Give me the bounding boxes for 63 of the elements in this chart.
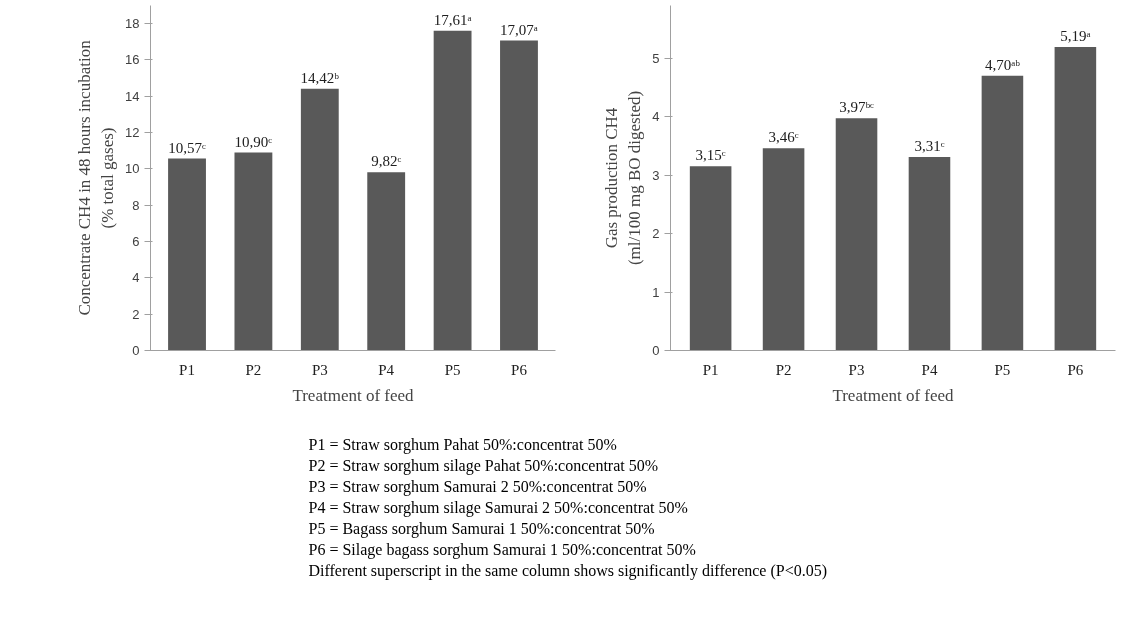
x-tick-label: P2 <box>775 361 792 378</box>
bar <box>168 158 206 351</box>
data-label: 10,57ᶜ <box>168 139 206 156</box>
text: P4 = Straw sorghum silage Samurai 2 50%:concentrat 50% <box>308 499 688 517</box>
x-tick-label: P4 <box>378 361 395 378</box>
y-tick-label: 3 <box>652 167 660 183</box>
bar <box>981 75 1024 351</box>
x-tick-label: P3 <box>848 361 865 378</box>
y-tick-label: 0 <box>652 343 660 358</box>
x-tick-label: P3 <box>311 361 328 378</box>
y-tick-label: 1 <box>652 284 660 300</box>
bar <box>234 152 273 351</box>
bar <box>689 166 732 351</box>
bar <box>367 172 406 351</box>
text: P3 = Straw sorghum Samurai 2 50%:concentrat 50% <box>308 478 647 496</box>
x-tick-label: P1 <box>179 361 195 378</box>
y-tick-label: 14 <box>125 88 140 104</box>
y-tick-label: 4 <box>132 270 140 286</box>
bar <box>1054 47 1097 351</box>
text: P1 = Straw sorghum Pahat 50%:concentrat 50% <box>308 436 617 454</box>
text: P2 = Straw sorghum silage Pahat 50%:concentrat 50% <box>308 457 659 475</box>
x-tick-label: P4 <box>921 361 938 378</box>
text: Different superscript in the same column shows significantly difference (P<0.05) <box>308 562 828 580</box>
data-label: 3,46ᶜ <box>768 129 799 146</box>
y-tick-label: 2 <box>652 226 660 242</box>
bar <box>433 30 472 351</box>
x-tick-label: P6 <box>1067 361 1084 378</box>
y-tick-label: 18 <box>125 16 140 32</box>
x-axis-title: Treatment of feed <box>832 385 955 405</box>
y-tick-label: 10 <box>125 161 140 177</box>
x-axis-title: Treatment of feed <box>292 385 415 405</box>
y-tick-label: 6 <box>132 234 140 250</box>
y-tick-label: 5 <box>652 50 660 66</box>
bar <box>300 88 339 351</box>
y-tick-label: 2 <box>132 306 140 322</box>
y-tick-label: 16 <box>125 52 140 68</box>
data-label: 4,70ᵃᵇ <box>984 56 1021 73</box>
data-label: 10,90ᶜ <box>234 133 273 150</box>
data-label: 17,07ᵃ <box>500 21 538 38</box>
data-label: 9,82ᶜ <box>371 153 402 170</box>
x-tick-label: P6 <box>511 361 528 378</box>
x-tick-label: P5 <box>994 361 1011 378</box>
data-label: 17,61ᵃ <box>433 11 472 28</box>
bar <box>835 118 878 351</box>
y-axis-title: Concentrate CH4 in 48 hours incubation (% total gases) <box>75 39 118 316</box>
x-tick-label: P1 <box>702 361 719 378</box>
y-tick-label: 8 <box>132 197 140 213</box>
data-label: 5,19ᵃ <box>1060 28 1091 45</box>
bar <box>908 156 951 351</box>
x-tick-label: P2 <box>245 361 262 378</box>
x-tick-label: P5 <box>444 361 461 378</box>
text: P6 = Silage bagass sorghum Samurai 1 50%:concentrat 50% <box>308 541 696 559</box>
y-tick-label: 12 <box>125 125 140 141</box>
data-label: 3,97ᵇᶜ <box>839 99 875 116</box>
bar <box>762 148 805 351</box>
data-label: 3,15ᶜ <box>695 147 726 164</box>
y-axis-title: Gas production CH4 (ml/100 mg BO digested) <box>602 90 645 266</box>
y-tick-label: 4 <box>652 109 660 125</box>
bar <box>500 40 538 351</box>
data-label: 3,31ᶜ <box>914 137 945 154</box>
data-label: 14,42ᵇ <box>300 69 340 86</box>
y-tick-label: 0 <box>132 343 140 358</box>
text: P5 = Bagass sorghum Samurai 1 50%:concentrat 50% <box>308 520 655 538</box>
